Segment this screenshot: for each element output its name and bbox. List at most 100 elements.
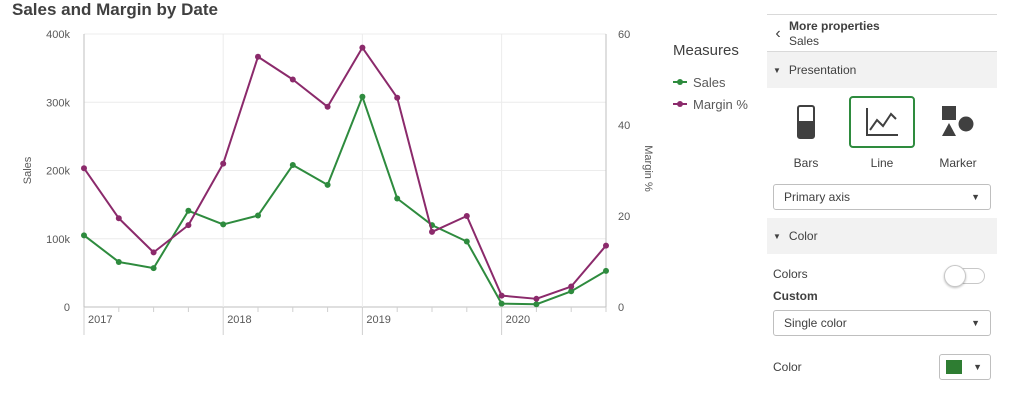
line-chart: 0 100k 200k 300k 400k 0 20 40 60 2017 2018 2019 2020… [22,29,654,335]
data-point-margin [429,228,435,235]
caret-down-icon: ▼ [773,65,781,75]
presentation-option-marker[interactable]: Marker [925,96,991,184]
data-point-margin [255,53,261,60]
presentation-section-header[interactable]: ▼ Presentation [767,52,997,88]
data-point-sales [255,212,261,219]
data-point-margin [150,249,157,256]
data-point-margin [324,103,331,110]
data-point-sales [150,265,157,272]
back-chevron-icon[interactable]: ‹ [775,25,781,42]
caret-down-icon: ▼ [773,231,781,241]
axes: 0 100k 200k 300k 400k 0 20 40 60 2017 2018 2019 2020… [22,29,654,335]
color-label: Color [773,360,802,374]
legend-swatch-margin [673,99,687,109]
legend-item-sales[interactable]: Sales [673,71,748,93]
data-point-margin [394,94,401,101]
y-tick-label: 400k [46,29,70,41]
series-line-margin [83,46,607,300]
dropdown-arrow-icon: ▼ [971,318,980,328]
data-point-margin [115,215,122,222]
data-point-sales [185,207,192,214]
properties-panel: ‹ More properties Sales ▼ Presentation B… [767,14,997,408]
line-option-label: Line [870,156,894,170]
presentation-option-line[interactable]: Line [849,96,915,184]
data-point-sales [463,238,470,245]
colors-auto-toggle[interactable] [944,265,985,287]
legend: Measures Sales Margin % [673,42,748,115]
y2-tick-label: 20 [618,211,630,223]
panel-title: More properties [789,19,880,33]
y-tick-label: 0 [64,302,70,314]
legend-label-sales: Sales [693,74,726,90]
data-point-margin [81,165,87,172]
data-point-sales [359,93,366,100]
presentation-options: Bars Line Marker [767,88,997,184]
y-tick-label: 300k [46,97,70,109]
data-point-margin [603,242,609,249]
line-chart-icon [866,108,898,136]
y-tick-label: 100k [46,234,70,246]
color-section-label: Color [788,229,818,243]
panel-header: ‹ More properties Sales [767,14,997,52]
x-tick-label: 2017 [88,314,112,326]
axis-dropdown-value: Primary axis [784,190,851,204]
color-section-header[interactable]: ▼ Color [767,218,997,254]
panel-subtitle: Sales [789,34,820,48]
data-point-margin [533,295,540,302]
marker-icon [942,106,974,136]
colors-label: Colors [773,267,808,281]
data-point-sales [498,300,505,307]
chart-title: Sales and Margin by Date [12,0,218,19]
data-point-sales [289,162,296,169]
x-tick-label: 2019 [366,314,390,326]
toggle-knob [944,265,966,287]
y-tick-label: 200k [46,166,70,178]
marker-option-box [925,96,991,148]
series-line-sales [83,95,607,306]
data-point-sales [533,301,540,308]
data-point-sales [81,232,87,239]
data-point-margin [359,44,366,51]
series-layer [81,44,609,308]
bars-option-box [773,96,839,148]
line-option-box [849,96,915,148]
legend-label-margin: Margin % [693,96,748,112]
data-point-margin [498,292,505,299]
presentation-label: Presentation [788,63,857,77]
y-axis-title: Sales [22,156,34,184]
marker-option-label: Marker [939,156,977,170]
y2-axis-title: Margin % [642,145,654,192]
color-type-dropdown[interactable]: Single color ▼ [773,310,991,336]
data-point-sales [220,221,227,228]
y2-tick-label: 60 [618,29,630,41]
data-point-margin [220,160,227,167]
x-tick-label: 2018 [227,314,251,326]
color-type-dropdown-value: Single color [784,316,847,330]
data-point-sales [603,267,609,274]
colors-mode: Custom [773,289,818,303]
data-point-margin [185,222,192,229]
data-point-margin [568,283,575,290]
color-picker-button[interactable]: ▼ [939,354,991,380]
data-point-sales [115,258,122,265]
data-point-sales [324,181,331,188]
y2-tick-label: 40 [618,120,630,132]
legend-item-margin[interactable]: Margin % [673,93,748,115]
dropdown-arrow-icon: ▼ [971,192,980,202]
bars-option-label: Bars [793,156,819,170]
axis-dropdown[interactable]: Primary axis ▼ [773,184,991,210]
data-point-margin [289,76,296,83]
data-point-sales [394,195,401,202]
legend-swatch-sales [673,77,687,87]
data-point-sales [568,288,575,295]
presentation-option-bars[interactable]: Bars [773,96,839,184]
data-point-margin [463,213,470,219]
y2-tick-label: 0 [618,302,624,314]
color-swatch [946,360,962,374]
dropdown-arrow-icon: ▼ [973,362,982,372]
legend-title: Measures [673,42,739,59]
colors-row: Colors Custom [767,254,997,306]
x-tick-label: 2020 [506,314,530,326]
color-row: Color ▼ [767,352,997,382]
bars-icon [797,105,815,139]
